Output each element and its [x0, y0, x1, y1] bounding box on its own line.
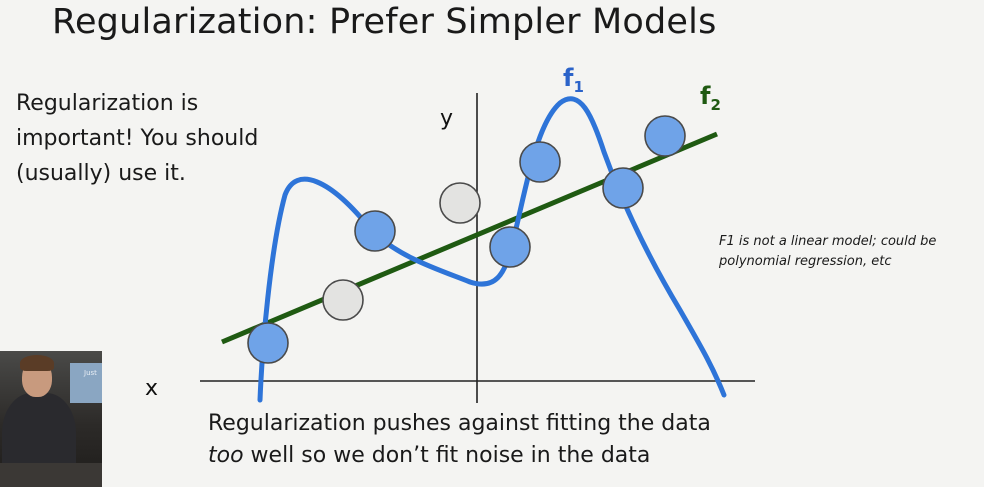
data-point: [644, 115, 686, 157]
f2-label-letter: f: [700, 82, 711, 110]
data-point: [439, 182, 481, 224]
data-point: [602, 167, 644, 209]
bottom-note-emphasis: too: [208, 443, 244, 468]
presenter-desk: [0, 463, 102, 487]
f1-label-letter: f: [563, 64, 574, 92]
slide-title: Regularization: Prefer Simpler Models: [52, 2, 717, 42]
presenter-webcam: Just: [0, 351, 102, 487]
f1-label-subscript: 1: [573, 78, 583, 96]
bottom-note-line1: Regularization pushes against fitting th…: [208, 411, 711, 436]
bottom-note: Regularization pushes against fitting th…: [208, 408, 768, 472]
f2-label: f2: [700, 82, 721, 114]
data-point: [489, 226, 531, 268]
x-axis-label: x: [145, 376, 158, 401]
y-axis-label: y: [440, 106, 453, 131]
f1-annotation: F1 is not a linear model; could be polyn…: [719, 234, 937, 269]
data-points: [247, 115, 686, 364]
webcam-screen-text: Just: [84, 369, 97, 377]
f2-line: [221, 131, 718, 345]
f1-label: f1: [563, 64, 584, 96]
bottom-note-line2: too well so we don’t fit noise in the da…: [208, 440, 768, 472]
bottom-note-line2-rest: well so we don’t fit noise in the data: [243, 443, 651, 468]
f2-label-subscript: 2: [710, 96, 720, 114]
webcam-background-screen: [70, 363, 102, 403]
data-point: [519, 141, 561, 183]
regularization-note: Regularization is important! You should …: [16, 91, 259, 186]
data-point: [247, 322, 289, 364]
data-point: [354, 210, 396, 252]
presenter-hair: [20, 355, 54, 371]
data-point: [322, 279, 364, 321]
